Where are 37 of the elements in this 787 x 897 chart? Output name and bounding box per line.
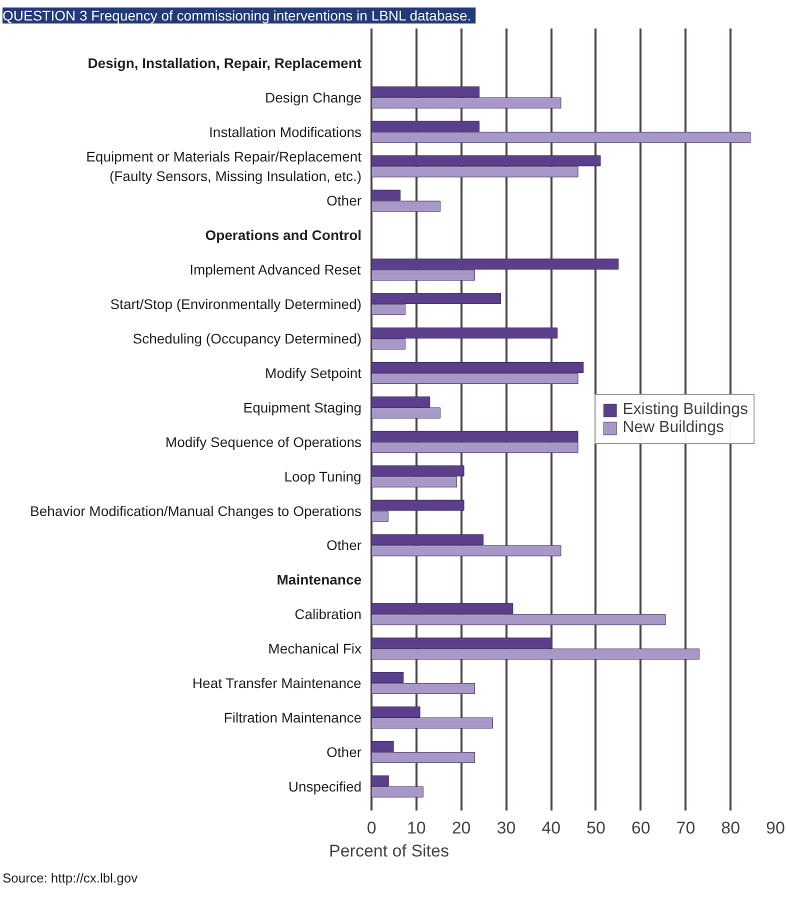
y-tick-label: Operations and Control [205,227,362,244]
y-tick-label: Loop Tuning [284,468,362,484]
y-tick-label: Behavior Modification/Manual Changes to Operations [30,502,362,519]
y-tick-label: Implement Advanced Reset [190,262,361,278]
y-tick-label: Calibration [294,606,362,622]
x-tick-label: 80 [721,818,740,838]
y-tick-label: Other [326,192,362,209]
x-tick-label: 40 [542,818,561,838]
y-tick-label: Modify Sequence of Operations [165,434,362,450]
y-tick-label: Scheduling (Occupancy Determined) [132,330,362,347]
x-tick-label: 30 [496,818,516,838]
y-tick-label: Mechanical Fix [268,640,362,657]
x-tick-label: 60 [631,818,650,838]
x-tick-label: 0 [366,818,376,838]
x-axis-title: Percent of Sites [329,842,450,860]
y-tick-label: Installation Modifications [209,124,362,140]
y-tick-label: Unspecified [288,778,362,794]
y-tick-label: Design, Installation, Repair, Replacement [88,54,362,71]
y-tick-label: Modify Setpoint [265,364,362,381]
y-tick-label: Equipment or Materials Repair/Replacement (Faulty Sensors, Missing Insulation, etc.) [86,148,362,184]
source-note: Source: http://cx.lbl.gov [2,870,138,886]
y-tick-label: Heat Transfer Maintenance [192,675,362,692]
y-tick-label: Filtration Maintenance [224,709,362,726]
y-tick-label: Equipment Staging [243,399,362,416]
x-tick-label: 90 [766,818,785,838]
x-tick-label: 70 [676,818,696,838]
text: QUESTION 3 Frequency of commissioning interventions in LBNL database. [2,8,472,24]
x-tick-label: 20 [452,818,471,838]
y-tick-label: Other [326,744,362,760]
x-tick-label: 50 [586,818,606,838]
y-tick-label: Maintenance [276,572,362,588]
legend-label: Existing Buildings [622,401,748,419]
y-tick-label: Start/Stop (Environmentally Determined) [110,296,362,312]
legend-label: New Buildings [622,419,724,437]
x-tick-label: 10 [406,818,426,838]
y-tick-label: Other [326,537,362,554]
y-tick-label: Design Change [265,89,362,106]
